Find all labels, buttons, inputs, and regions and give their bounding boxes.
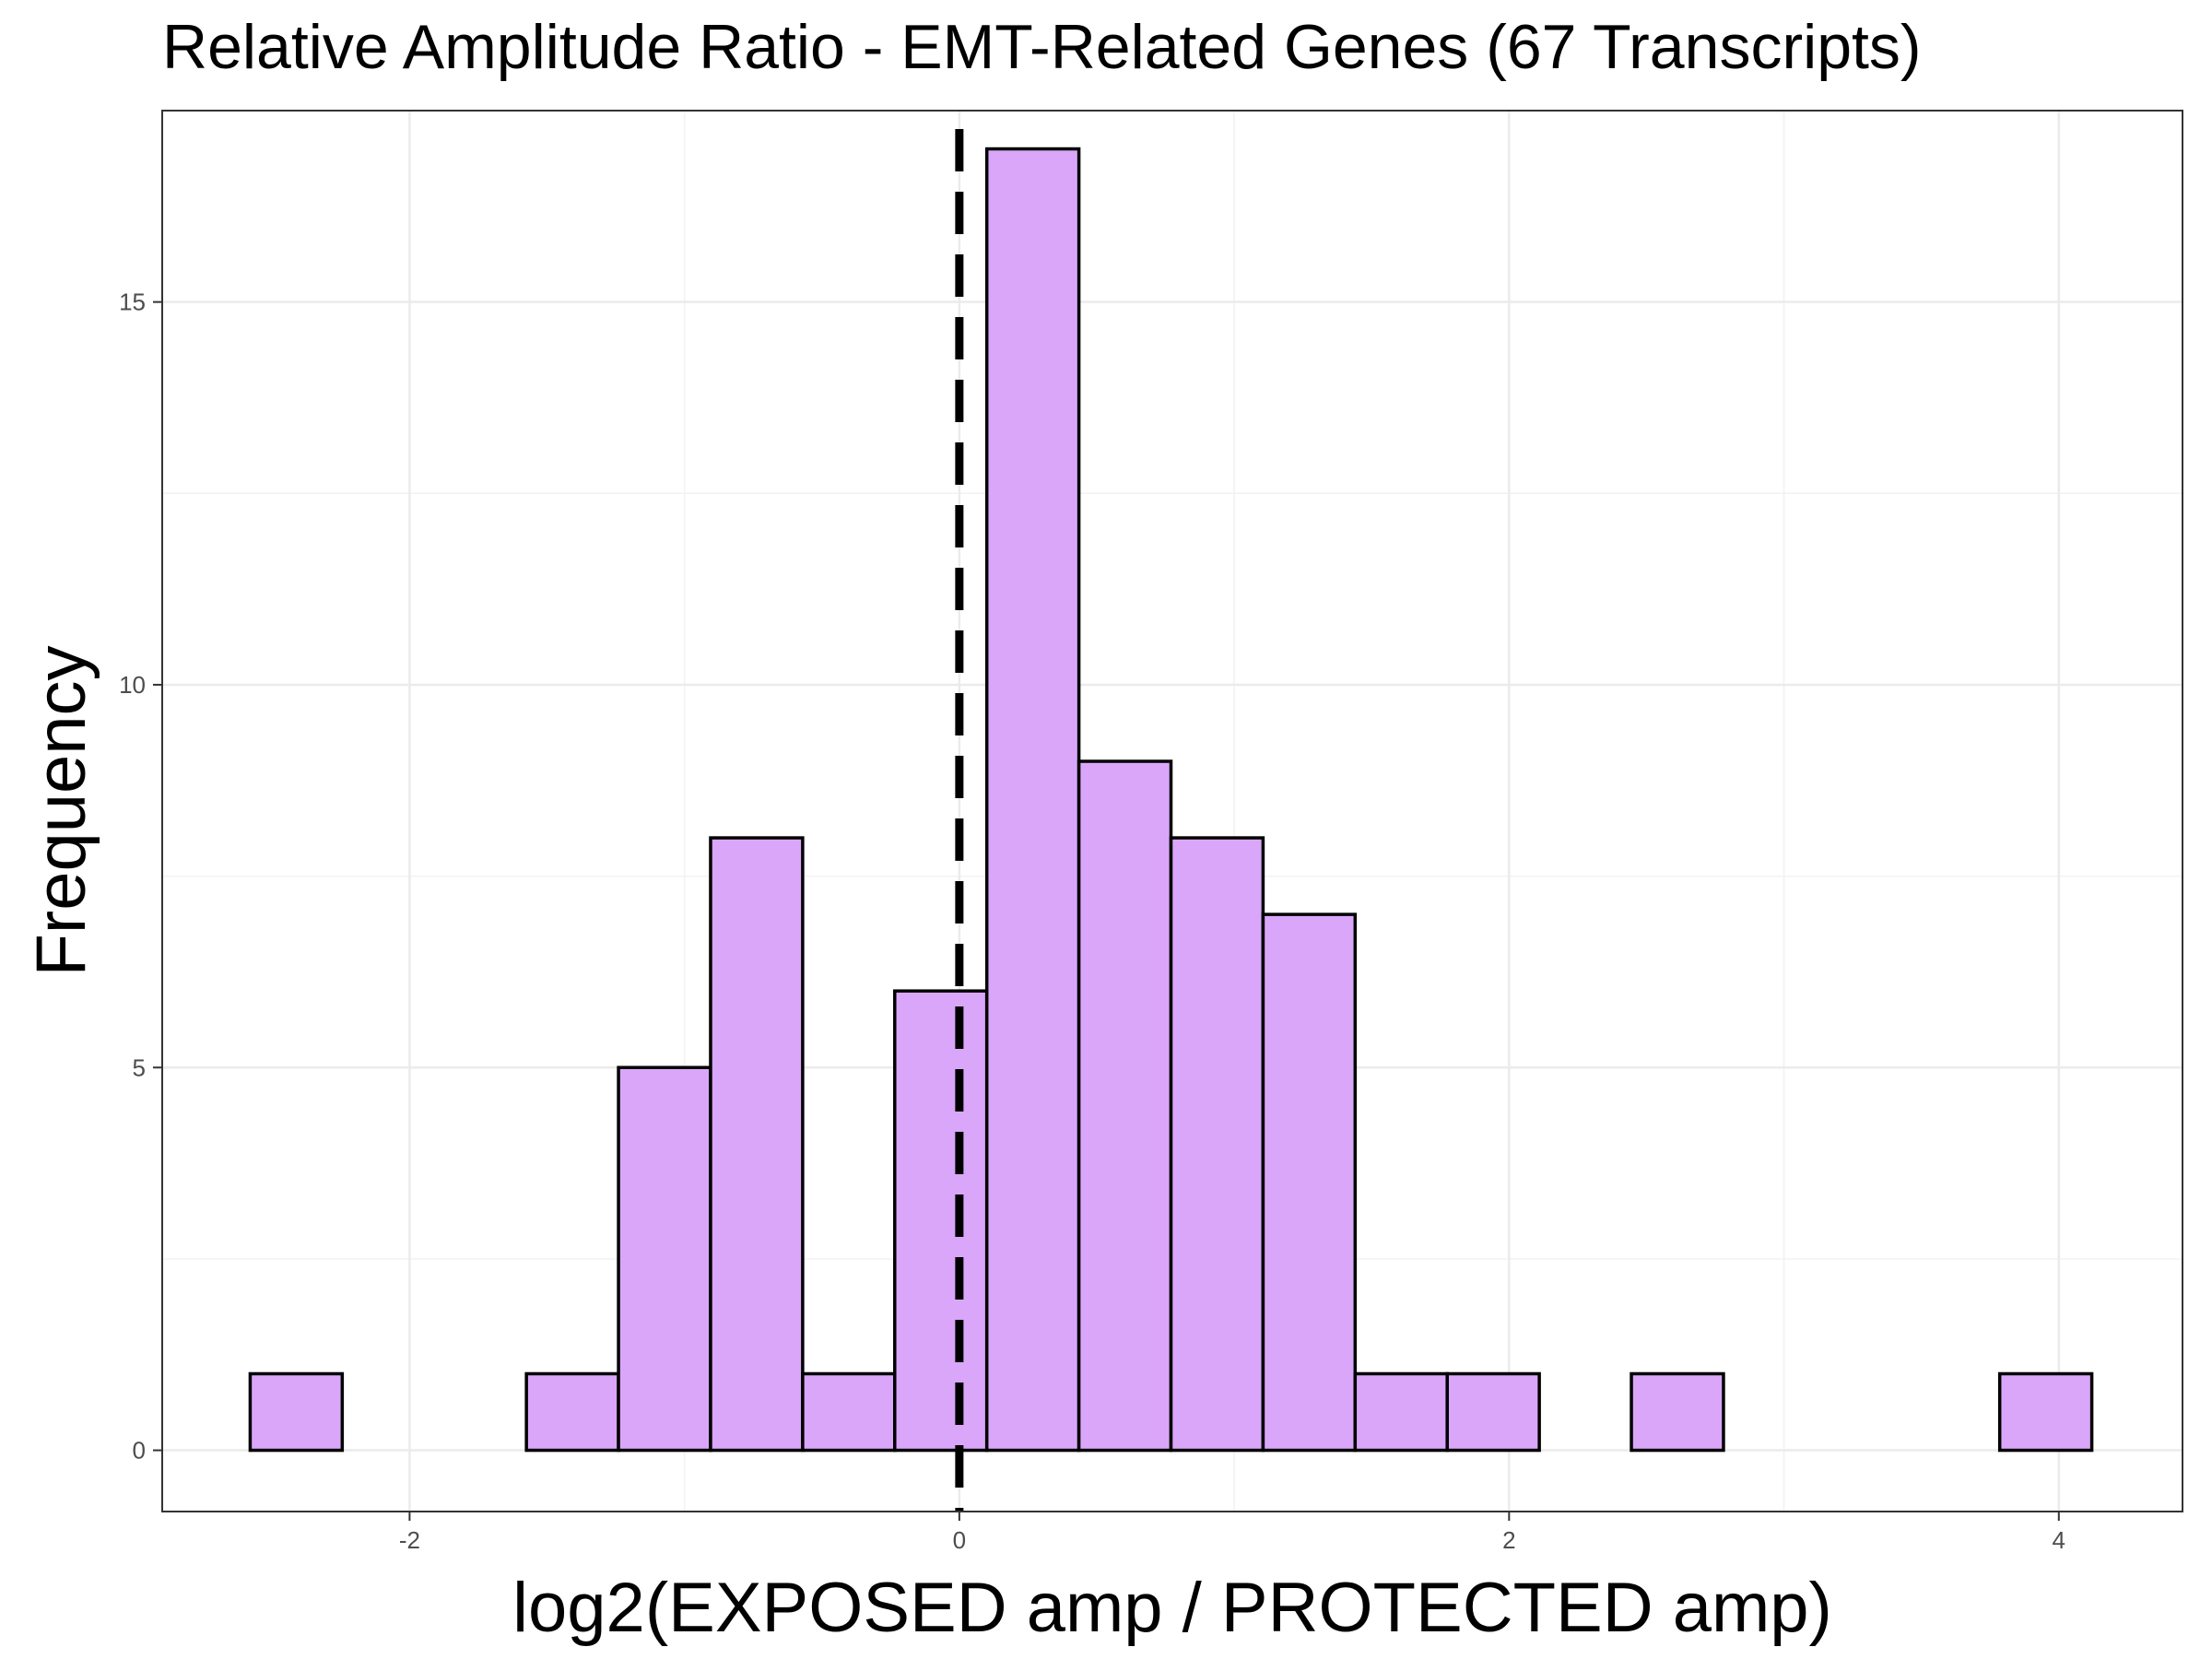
histogram-bar	[1445, 1371, 1541, 1453]
histogram-bar	[1169, 836, 1265, 1453]
histogram-bar	[893, 989, 989, 1453]
y-tick-label: 5	[133, 1053, 146, 1081]
x-tick-label: 0	[953, 1526, 966, 1554]
histogram-bar	[709, 836, 805, 1453]
histogram-bar	[1077, 759, 1173, 1453]
histogram-bar	[248, 1371, 345, 1453]
histogram-bar	[1630, 1371, 1725, 1453]
histogram-bar	[1353, 1371, 1449, 1453]
y-axis-title: Frequency	[22, 645, 100, 976]
histogram-bar	[801, 1371, 897, 1453]
x-axis-title: log2(EXPOSED amp / PROTECTED amp)	[512, 1569, 1832, 1647]
histogram-bar	[984, 147, 1081, 1453]
y-tick-label: 15	[119, 288, 146, 316]
histogram-bar	[524, 1371, 620, 1453]
histogram-bar	[1997, 1371, 2094, 1453]
x-tick-label: 2	[1502, 1526, 1515, 1554]
x-tick-label: 4	[2053, 1526, 2065, 1554]
histogram-bar	[1261, 912, 1358, 1453]
axis-ticks: -2 0 2 4 0 5 10 15	[119, 288, 2065, 1554]
chart-title: Relative Amplitude Ratio - EMT-Related G…	[162, 12, 1922, 82]
panel-border	[161, 110, 2183, 1512]
x-tick-label: -2	[399, 1526, 420, 1554]
histogram-bar	[617, 1065, 712, 1453]
histogram-bars	[248, 147, 2094, 1453]
y-tick-label: 10	[119, 671, 146, 699]
y-tick-label: 0	[133, 1437, 146, 1465]
